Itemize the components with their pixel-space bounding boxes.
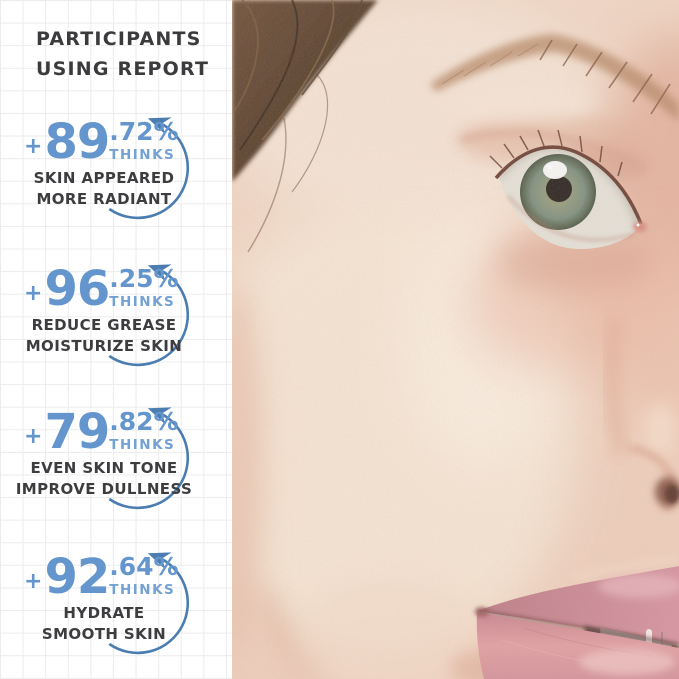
plus-sign: + [24,281,43,306]
page-title: PARTICIPANTS USING REPORT [36,24,209,84]
thinks-label: THINKS [109,582,176,598]
circular-arrow-icon [108,552,190,655]
stat-value: + 79 .82% THINKS [24,408,179,456]
stat-description: SKIN APPEARED MORE RADIANT [33,169,175,208]
title-line-2: USING REPORT [36,58,210,80]
stat-value: + 92 .64% THINKS [24,553,179,601]
skin-texture [232,0,679,679]
title-line-1: PARTICIPANTS [36,28,202,50]
stats-panel: PARTICIPANTS USING REPORT + 89 .72% THIN… [0,0,232,679]
stat-description: HYDRATE SMOOTH SKIN [41,604,167,643]
stat-hydrate: + 92 .64% THINKS HYDRATE SMOOTH SKIN [0,547,232,679]
circular-arrow-icon [108,264,190,367]
thinks-label: THINKS [109,294,176,310]
thinks-label: THINKS [109,437,176,453]
circular-arrow-icon [108,407,190,510]
stat-value: + 89 .72% THINKS [24,118,179,166]
stat-percent-dec: .72% [109,117,179,146]
stat-percent-dec: .25% [109,264,179,293]
stat-percent-int: 89 [44,114,110,170]
stat-description: EVEN SKIN TONE IMPROVE DULLNESS [15,459,193,498]
stat-even-tone: + 79 .82% THINKS EVEN SKIN TONE IMPROVE … [0,402,232,534]
stat-percent-int: 92 [44,549,110,605]
stat-percent-dec: .64% [109,552,179,581]
plus-sign: + [24,569,43,594]
circular-arrow-icon [108,117,190,220]
plus-sign: + [24,134,43,159]
stat-percent-dec: .82% [109,407,179,436]
model-face-photo [232,0,679,679]
thinks-label: THINKS [109,147,176,163]
stat-moisturize: + 96 .25% THINKS REDUCE GREASE MOISTURIZ… [0,259,232,391]
stat-percent-int: 96 [44,261,110,317]
stat-value: + 96 .25% THINKS [24,265,179,313]
stat-radiance: + 89 .72% THINKS SKIN APPEARED MORE RADI… [0,112,232,244]
stat-percent-int: 79 [44,404,110,460]
stat-description: REDUCE GREASE MOISTURIZE SKIN [25,316,183,355]
plus-sign: + [24,424,43,449]
